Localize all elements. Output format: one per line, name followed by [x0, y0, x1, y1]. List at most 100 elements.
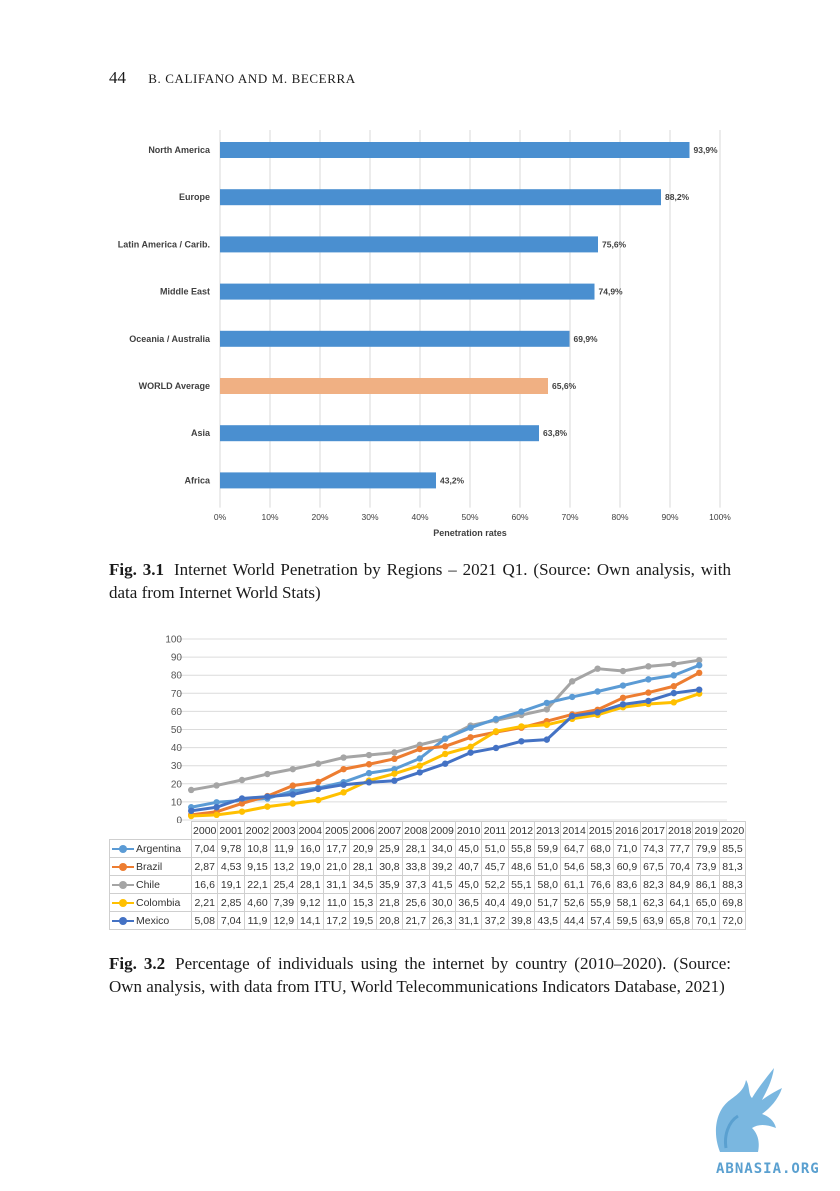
table-cell: 25,9: [376, 840, 402, 858]
data-point-argentina: [696, 662, 702, 668]
table-cell: 19,0: [297, 858, 323, 876]
category-label: North America: [148, 145, 211, 155]
table-cell: 34,5: [350, 876, 376, 894]
table-cell: 14,1: [297, 912, 323, 930]
year-header: 2018: [667, 822, 693, 840]
table-cell: 54,6: [561, 858, 587, 876]
table-cell: 9,78: [218, 840, 244, 858]
series-name: Chile: [136, 879, 160, 891]
table-cell: 28,1: [350, 858, 376, 876]
table-cell: 63,9: [640, 912, 666, 930]
series-legend-cell: Chile: [110, 876, 192, 894]
category-label: Africa: [184, 475, 211, 485]
table-cell: 82,3: [640, 876, 666, 894]
table-cell: 7,04: [218, 912, 244, 930]
category-label: Oceania / Australia: [129, 334, 211, 344]
table-cell: 84,9: [667, 876, 693, 894]
data-point-mexico: [493, 745, 499, 751]
data-point-brazil: [696, 670, 702, 676]
bar-value-label: 75,6%: [602, 239, 627, 249]
data-point-colombia: [340, 789, 346, 795]
table-cell: 45,0: [455, 840, 481, 858]
table-row: Colombia 2,21 2,85 4,60 7,39 9,12 11,0 15,3 21,8…: [110, 894, 746, 912]
legend-swatch: [112, 917, 134, 925]
table-cell: 39,2: [429, 858, 455, 876]
data-point-chile: [290, 766, 296, 772]
table-cell: 60,9: [614, 858, 640, 876]
data-point-colombia: [671, 699, 677, 705]
year-header: 2006: [350, 822, 376, 840]
x-tick-label: 80%: [611, 512, 628, 522]
table-corner: [110, 822, 192, 840]
table-cell: 19,5: [350, 912, 376, 930]
y-tick-label: 90: [171, 653, 183, 664]
bar-value-label: 93,9%: [694, 145, 719, 155]
x-tick-label: 20%: [311, 512, 328, 522]
regional-penetration-bar-chart: 0% 10% 20% 30% 40% 50% 60% 70% 80% 90% 100% North A…: [100, 130, 740, 545]
category-label: Latin America / Carib.: [118, 239, 210, 249]
winged-lion-logo: [708, 1060, 784, 1156]
bar: [220, 284, 595, 300]
table-cell: 86,1: [693, 876, 719, 894]
legend-swatch: [112, 845, 134, 853]
table-cell: 11,9: [271, 840, 297, 858]
table-cell: 12,9: [271, 912, 297, 930]
table-cell: 5,08: [192, 912, 218, 930]
table-cell: 13,2: [271, 858, 297, 876]
legend-swatch: [112, 899, 134, 907]
table-cell: 58,3: [587, 858, 613, 876]
year-header: 2012: [508, 822, 534, 840]
table-cell: 28,1: [403, 840, 429, 858]
data-point-mexico: [467, 749, 473, 755]
data-point-mexico: [315, 786, 321, 792]
table-cell: 19,1: [218, 876, 244, 894]
table-cell: 81,3: [719, 858, 745, 876]
figure-3-2-label: Fig. 3.2: [109, 954, 165, 973]
table-cell: 25,6: [403, 894, 429, 912]
line-chart-data-table: 2000 2001 2002 2003 2004 2005 2006 2007 2008 2009…: [109, 821, 746, 930]
data-point-mexico: [569, 713, 575, 719]
year-header: 2001: [218, 822, 244, 840]
bar: [220, 236, 598, 252]
data-point-colombia: [544, 722, 550, 728]
year-header: 2000: [192, 822, 218, 840]
data-point-mexico: [391, 778, 397, 784]
table-cell: 51,0: [535, 858, 561, 876]
legend-swatch: [112, 881, 134, 889]
data-point-argentina: [442, 735, 448, 741]
table-row: Argentina 7,04 9,78 10,8 11,9 16,0 17,7 20,9 25,…: [110, 840, 746, 858]
table-cell: 79,9: [693, 840, 719, 858]
year-header: 2019: [693, 822, 719, 840]
table-cell: 45,7: [482, 858, 508, 876]
data-point-brazil: [442, 743, 448, 749]
table-cell: 44,4: [561, 912, 587, 930]
table-cell: 30,0: [429, 894, 455, 912]
x-tick-label: 10%: [261, 512, 278, 522]
y-tick-label: 50: [171, 725, 183, 736]
data-point-argentina: [544, 700, 550, 706]
data-point-colombia: [518, 723, 524, 729]
table-cell: 11,0: [323, 894, 349, 912]
y-tick-label: 30: [171, 761, 183, 772]
table-cell: 37,3: [403, 876, 429, 894]
data-point-colombia: [264, 803, 270, 809]
table-cell: 41,5: [429, 876, 455, 894]
data-point-colombia: [315, 797, 321, 803]
table-cell: 33,8: [403, 858, 429, 876]
page-number: 44: [109, 68, 126, 87]
data-point-argentina: [518, 708, 524, 714]
table-cell: 85,5: [719, 840, 745, 858]
table-cell: 30,8: [376, 858, 402, 876]
data-point-brazil: [417, 746, 423, 752]
bar-value-label: 65,6%: [552, 381, 577, 391]
page-header: 44 B. CALIFANO AND M. BECERRA: [109, 68, 356, 88]
x-tick-label: 60%: [511, 512, 528, 522]
table-cell: 71,0: [614, 840, 640, 858]
y-tick-label: 60: [171, 707, 183, 718]
y-tick-label: 80: [171, 671, 183, 682]
table-cell: 36,5: [455, 894, 481, 912]
table-cell: 77,7: [667, 840, 693, 858]
y-tick-label: 40: [171, 743, 183, 754]
table-cell: 57,4: [587, 912, 613, 930]
table-cell: 58,0: [535, 876, 561, 894]
